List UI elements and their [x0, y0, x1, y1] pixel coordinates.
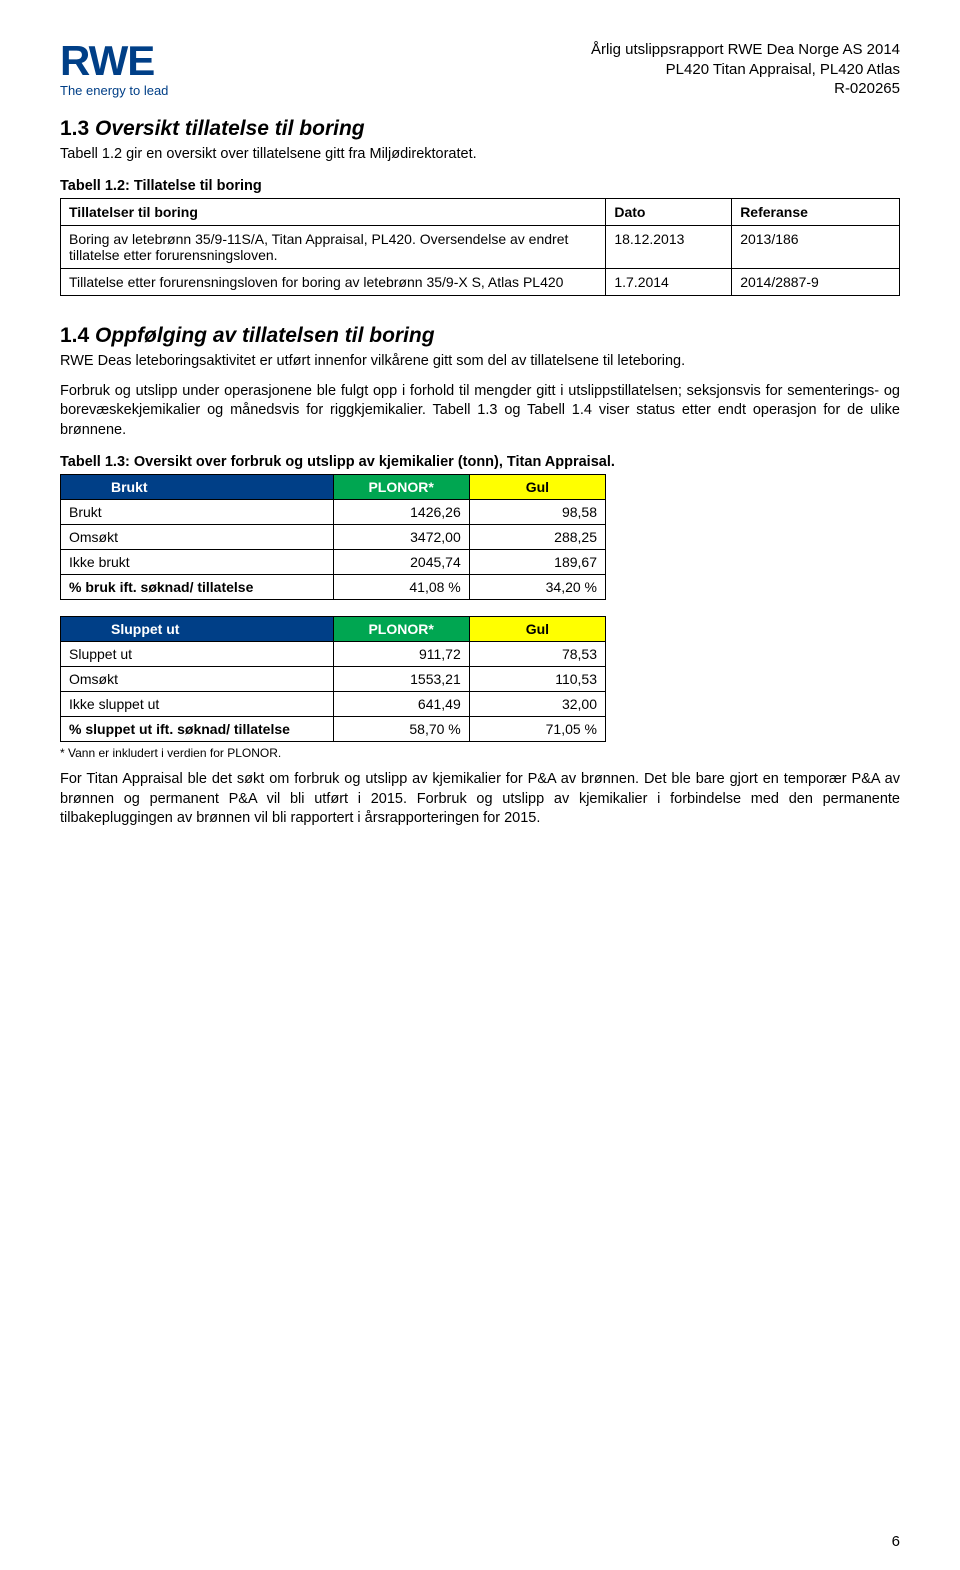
chem-cell-gul: 71,05 % [469, 717, 605, 742]
chem-cell-plonor: 3472,00 [333, 525, 469, 550]
chem-row-label: Sluppet ut [61, 642, 334, 667]
chem-row-label: Ikke sluppet ut [61, 692, 334, 717]
table-cell: 18.12.2013 [606, 226, 732, 269]
table-1-3-caption: Tabell 1.3: Oversikt over forbruk og uts… [60, 454, 900, 470]
chem-table-header-cell: Sluppet ut [61, 617, 334, 642]
section-1-3-title: Oversikt tillatelse til boring [95, 117, 365, 140]
chem-cell-gul: 34,20 % [469, 575, 605, 600]
chem-cell-plonor: 1426,26 [333, 500, 469, 525]
chem-cell-gul: 110,53 [469, 667, 605, 692]
table-cell: 2013/186 [732, 226, 900, 269]
table-1-2-header-cell: Tillatelser til boring [61, 199, 606, 226]
chem-table-header-cell: Brukt [61, 475, 334, 500]
chem-cell-plonor: 2045,74 [333, 550, 469, 575]
table-1-3-top: BruktPLONOR*Gul Brukt1426,2698,58Omsøkt3… [60, 474, 606, 600]
logo-text: RWE [60, 40, 168, 82]
table-cell: Tillatelse etter forurensningsloven for … [61, 269, 606, 296]
chem-table-header-cell: Gul [469, 475, 605, 500]
chem-cell-gul: 32,00 [469, 692, 605, 717]
table-row: Ikke brukt2045,74189,67 [61, 550, 606, 575]
chem-row-label: % bruk ift. søknad/ tillatelse [61, 575, 334, 600]
table-row: % sluppet ut ift. søknad/ tillatelse58,7… [61, 717, 606, 742]
table-cell: 1.7.2014 [606, 269, 732, 296]
table-1-2: Tillatelser til boringDatoReferanse Bori… [60, 198, 900, 296]
chem-cell-plonor: 41,08 % [333, 575, 469, 600]
header-right-block: Årlig utslippsrapport RWE Dea Norge AS 2… [591, 40, 900, 99]
chem-table-header-cell: PLONOR* [333, 475, 469, 500]
chem-cell-plonor: 1553,21 [333, 667, 469, 692]
chem-row-label: Omsøkt [61, 525, 334, 550]
section-1-4-number: 1.4 [60, 324, 89, 347]
table-row: % bruk ift. søknad/ tillatelse41,08 %34,… [61, 575, 606, 600]
table-row: Ikke sluppet ut641,4932,00 [61, 692, 606, 717]
chem-row-label: Omsøkt [61, 667, 334, 692]
section-1-4-heading: 1.4 Oppfølging av tillatelsen til boring [60, 324, 900, 348]
header-line-1: Årlig utslippsrapport RWE Dea Norge AS 2… [591, 40, 900, 60]
chem-cell-gul: 189,67 [469, 550, 605, 575]
chem-cell-gul: 98,58 [469, 500, 605, 525]
header-line-2: PL420 Titan Appraisal, PL420 Atlas [591, 60, 900, 80]
table-1-2-caption: Tabell 1.2: Tillatelse til boring [60, 178, 900, 194]
table-cell: 2014/2887-9 [732, 269, 900, 296]
chem-row-label: Ikke brukt [61, 550, 334, 575]
chem-table-header-cell: Gul [469, 617, 605, 642]
table-1-2-header-cell: Referanse [732, 199, 900, 226]
section-1-3-intro: Tabell 1.2 gir en oversikt over tillatel… [60, 145, 900, 165]
table-row: Brukt1426,2698,58 [61, 500, 606, 525]
chem-cell-gul: 288,25 [469, 525, 605, 550]
closing-paragraph: For Titan Appraisal ble det søkt om forb… [60, 770, 900, 829]
page-header: RWE The energy to lead Årlig utslippsrap… [60, 40, 900, 99]
table-row: Omsøkt1553,21110,53 [61, 667, 606, 692]
table-1-2-header-cell: Dato [606, 199, 732, 226]
table-cell: Boring av letebrønn 35/9-11S/A, Titan Ap… [61, 226, 606, 269]
chem-cell-gul: 78,53 [469, 642, 605, 667]
section-1-3-number: 1.3 [60, 117, 89, 140]
chem-table-header-cell: PLONOR* [333, 617, 469, 642]
chem-cell-plonor: 911,72 [333, 642, 469, 667]
table-row: Boring av letebrønn 35/9-11S/A, Titan Ap… [61, 226, 900, 269]
chem-cell-plonor: 58,70 % [333, 717, 469, 742]
section-1-4-para-2: Forbruk og utslipp under operasjonene bl… [60, 382, 900, 441]
header-line-3: R-020265 [591, 79, 900, 99]
section-1-4-title: Oppfølging av tillatelsen til boring [95, 324, 435, 347]
table-row: Tillatelse etter forurensningsloven for … [61, 269, 900, 296]
table-row: Sluppet ut911,7278,53 [61, 642, 606, 667]
logo: RWE The energy to lead [60, 40, 168, 97]
chem-row-label: Brukt [61, 500, 334, 525]
table-row: Omsøkt3472,00288,25 [61, 525, 606, 550]
page-number: 6 [892, 1533, 900, 1550]
table-1-3-footnote: * Vann er inkludert i verdien for PLONOR… [60, 746, 900, 760]
table-1-3-bottom: Sluppet utPLONOR*Gul Sluppet ut911,7278,… [60, 616, 606, 742]
section-1-4-para-1: RWE Deas leteboringsaktivitet er utført … [60, 352, 900, 372]
chem-row-label: % sluppet ut ift. søknad/ tillatelse [61, 717, 334, 742]
chem-cell-plonor: 641,49 [333, 692, 469, 717]
section-1-3-heading: 1.3 Oversikt tillatelse til boring [60, 117, 900, 141]
logo-tagline: The energy to lead [60, 84, 168, 97]
